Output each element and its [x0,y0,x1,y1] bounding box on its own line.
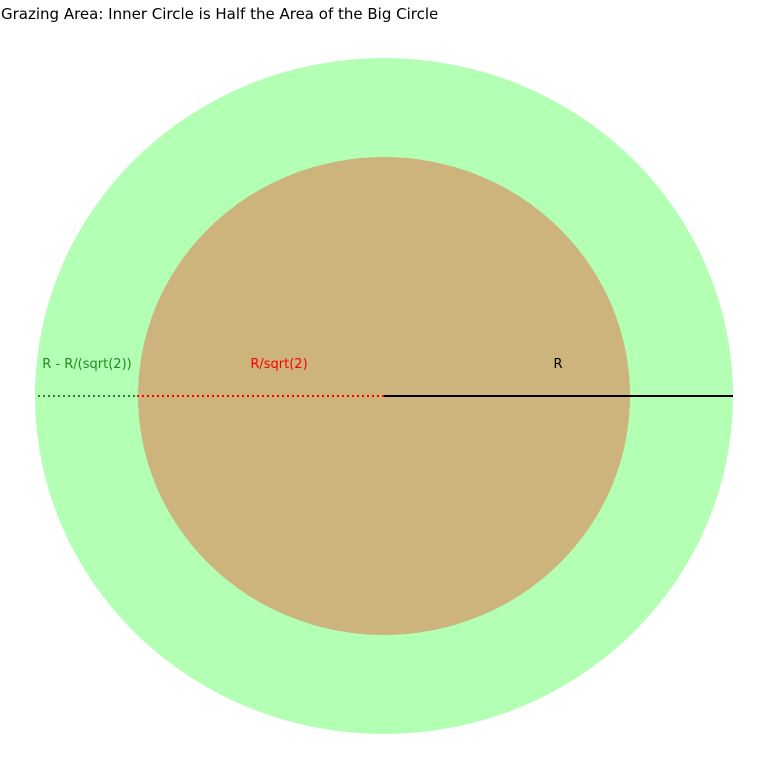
inner-radius-label: R/sqrt(2) [250,357,307,372]
diagram-title: Grazing Area: Inner Circle is Half the A… [1,5,439,23]
outer-segment-label: R - R/(sqrt(2)) [42,357,131,372]
big-radius-label: R [553,357,562,372]
